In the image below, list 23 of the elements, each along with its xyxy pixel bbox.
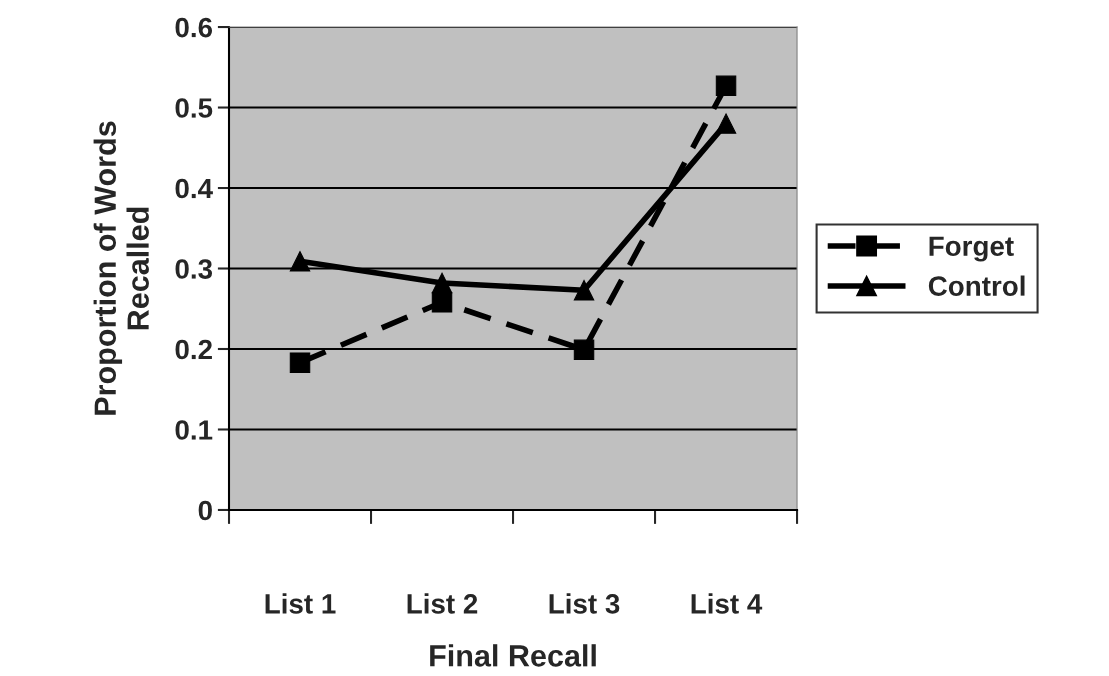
- point: [573, 280, 595, 301]
- y-tick-label: 0.3: [175, 259, 213, 279]
- x-tick-label: List 2: [407, 593, 478, 614]
- point: [431, 272, 453, 294]
- y-axis-title: Proportion of Words Recalled: [93, 121, 149, 415]
- y-tick-label: 0: [198, 500, 212, 521]
- y-tick-label: 0.4: [175, 178, 213, 199]
- legend-label: Control: [928, 275, 1025, 296]
- y-tick-label: 0.6: [175, 17, 213, 38]
- point: [431, 292, 453, 313]
- point: [573, 339, 595, 361]
- x-tick-label: List 1: [265, 593, 336, 614]
- x-tick-label: List 4: [691, 593, 763, 614]
- y-tick-label: 0.5: [175, 98, 213, 118]
- point: [715, 75, 737, 97]
- legend-label: Forget: [929, 236, 1014, 262]
- y-tick-label: 0.1: [175, 420, 213, 440]
- x-tick-label: List 3: [549, 593, 620, 614]
- x-axis-title: Final Recall: [430, 644, 596, 667]
- y-tick-label: 0.2: [175, 339, 212, 360]
- point: [715, 113, 737, 134]
- point: [289, 251, 311, 272]
- point: [289, 352, 311, 373]
